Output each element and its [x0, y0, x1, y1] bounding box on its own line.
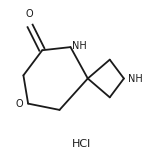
Text: NH: NH [72, 41, 87, 51]
Text: HCl: HCl [72, 139, 91, 149]
Text: NH: NH [127, 73, 142, 84]
Text: O: O [16, 99, 23, 109]
Text: O: O [25, 9, 33, 19]
